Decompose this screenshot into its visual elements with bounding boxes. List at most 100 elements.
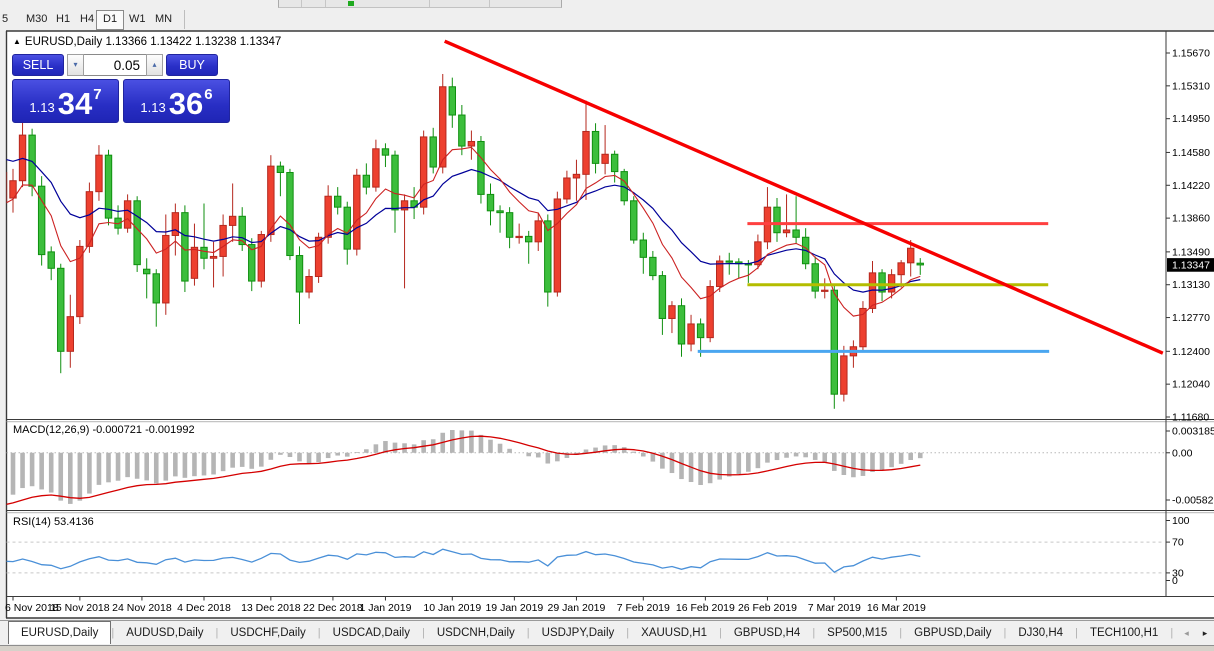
sell-price-big: 34 (57, 86, 93, 121)
tab-scroll-left-icon[interactable]: ◂ (1184, 628, 1189, 638)
buy-button[interactable]: BUY (166, 54, 218, 76)
svg-text:MACD(12,26,9) -0.000721 -0.001: MACD(12,26,9) -0.000721 -0.001992 (13, 424, 195, 436)
chart-tab-usdcnh[interactable]: USDCNH,Daily (436, 627, 515, 639)
tab-divider: | (812, 627, 816, 639)
green-indicator-icon (348, 1, 354, 6)
ma-slow-line (6, 157, 921, 293)
svg-text:7 Feb 2019: 7 Feb 2019 (617, 602, 670, 614)
timeframe-button-5[interactable]: 5 (2, 13, 9, 25)
svg-text:10 Jan 2019: 10 Jan 2019 (423, 602, 481, 614)
toolbar-divider (489, 0, 490, 7)
volume-increase-button[interactable]: ▴ (146, 54, 163, 76)
chart-tab-active[interactable]: EURUSD,Daily (8, 621, 112, 644)
tab-divider: | (899, 627, 903, 639)
chart-tab-audusd[interactable]: AUDUSD,Daily (126, 627, 204, 639)
tab-divider: | (1003, 627, 1007, 639)
chart-tab-usdchf[interactable]: USDCHF,Daily (230, 627, 306, 639)
svg-text:4 Dec 2018: 4 Dec 2018 (177, 602, 231, 614)
svg-text:1.12770: 1.12770 (1172, 312, 1210, 324)
chart-tab-gbpusd[interactable]: GBPUSD,Daily (914, 627, 992, 639)
timeframe-button-d1[interactable]: D1 (96, 10, 125, 30)
timeframe-button-w1[interactable]: W1 (129, 13, 146, 25)
ma-fast-line (6, 146, 921, 317)
svg-text:13 Dec 2018: 13 Dec 2018 (241, 602, 301, 614)
chart-tab-sp500[interactable]: SP500,M15 (827, 627, 888, 639)
timeframe-button-h1[interactable]: H1 (56, 13, 71, 25)
tab-divider: | (718, 627, 722, 639)
svg-text:29 Jan 2019: 29 Jan 2019 (548, 602, 606, 614)
price-axis: 1.15670 1.15310 1.14950 1.14580 1.14220 1.138… (1166, 48, 1214, 587)
chart-tab-bar: EURUSD,Daily | AUDUSD,Daily | USDCHF,Daily | U… (0, 620, 1214, 646)
svg-text:1.12400: 1.12400 (1172, 346, 1210, 358)
svg-text:0: 0 (1172, 575, 1178, 587)
svg-text:7 Mar 2019: 7 Mar 2019 (808, 602, 861, 614)
macd-panel (6, 430, 1164, 505)
tab-divider: | (526, 627, 530, 639)
svg-text:30: 30 (1172, 567, 1184, 579)
svg-text:0.00: 0.00 (1172, 447, 1193, 459)
tab-divider: | (1075, 627, 1078, 639)
rsi-panel (6, 541, 1164, 574)
chart-symbol-label: EURUSD,Daily (24, 36, 103, 48)
collapse-arrow-icon[interactable]: ▲ (13, 37, 21, 46)
toolbar-divider (301, 0, 302, 7)
toolbar-divider (429, 0, 430, 7)
svg-text:1.13860: 1.13860 (1172, 213, 1210, 225)
svg-text:6 Nov 2018: 6 Nov 2018 (5, 602, 59, 614)
sell-price-pip: 7 (93, 86, 102, 103)
volume-decrease-button[interactable]: ▾ (67, 54, 84, 76)
tab-divider: | (111, 627, 115, 639)
svg-text:22 Dec 2018: 22 Dec 2018 (303, 602, 363, 614)
chart-tab-usdcad[interactable]: USDCAD,Daily (332, 627, 410, 639)
sell-price-display[interactable]: 1.13 34 7 (12, 79, 119, 123)
tab-divider: | (1170, 627, 1174, 639)
tab-divider: | (626, 627, 630, 639)
svg-text:1.15670: 1.15670 (1172, 48, 1210, 60)
chart-tab-xauusd[interactable]: XAUUSD,H1 (641, 627, 707, 639)
chart-tab-gbpusd[interactable]: GBPUSD,H4 (733, 627, 801, 639)
svg-text:1.15310: 1.15310 (1172, 80, 1210, 92)
chart-tab-dj30[interactable]: DJ30,H4 (1018, 627, 1064, 639)
svg-text:1.11680: 1.11680 (1172, 411, 1209, 423)
svg-text:1.12040: 1.12040 (1172, 379, 1210, 391)
tab-divider: | (421, 627, 425, 639)
svg-text:1.13130: 1.13130 (1172, 279, 1210, 291)
tab-scroll-right-icon[interactable]: ▸ (1202, 628, 1208, 638)
chart-tab-usdjpy[interactable]: USDJPY,Daily (541, 627, 615, 639)
tab-scroll-arrows: ◂ ▸ (1175, 621, 1212, 645)
timeframe-button-m30[interactable]: M30 (26, 13, 48, 25)
sell-price-prefix: 1.13 (29, 100, 55, 115)
chart-ohlc-values: 1.13366 1.13422 1.13238 1.13347 (105, 36, 282, 48)
svg-text:1.14950: 1.14950 (1172, 113, 1210, 125)
sell-button[interactable]: SELL (12, 54, 64, 76)
toolbar-panel-remnant (278, 0, 562, 8)
buy-price-pip: 6 (204, 86, 213, 103)
buy-price-display[interactable]: 1.13 36 6 (123, 79, 230, 123)
buy-price-big: 36 (168, 86, 204, 121)
chart-tab-tech100[interactable]: TECH100,H1 (1089, 627, 1159, 639)
top-toolbar-remnant (0, 0, 1214, 8)
status-bar-strip (0, 645, 1214, 651)
timeframe-button-mn[interactable]: MN (155, 13, 173, 25)
svg-text:1 Jan 2019: 1 Jan 2019 (359, 602, 411, 614)
candles-layer (6, 73, 924, 409)
volume-input[interactable] (84, 54, 146, 76)
tab-divider: | (317, 627, 321, 639)
trendline-object (443, 39, 1164, 355)
toolbar-divider (184, 10, 185, 29)
buy-price-prefix: 1.13 (140, 100, 166, 115)
svg-text:70: 70 (1172, 537, 1184, 549)
svg-text:-0.005827: -0.005827 (1172, 495, 1214, 507)
svg-text:0.003185: 0.003185 (1172, 426, 1214, 438)
timeframe-toolbar: 5 M30 H1 H4 D1 W1 MN (0, 8, 1214, 31)
rsi-line (6, 548, 921, 574)
svg-text:19 Jan 2019: 19 Jan 2019 (485, 602, 543, 614)
svg-text:16 Mar 2019: 16 Mar 2019 (867, 602, 926, 614)
tab-divider: | (215, 627, 219, 639)
svg-text:100: 100 (1172, 515, 1190, 527)
timeframe-button-h4[interactable]: H4 (80, 13, 95, 25)
macd-signal-line (6, 435, 921, 505)
svg-text:RSI(14) 53.4136: RSI(14) 53.4136 (13, 516, 94, 528)
